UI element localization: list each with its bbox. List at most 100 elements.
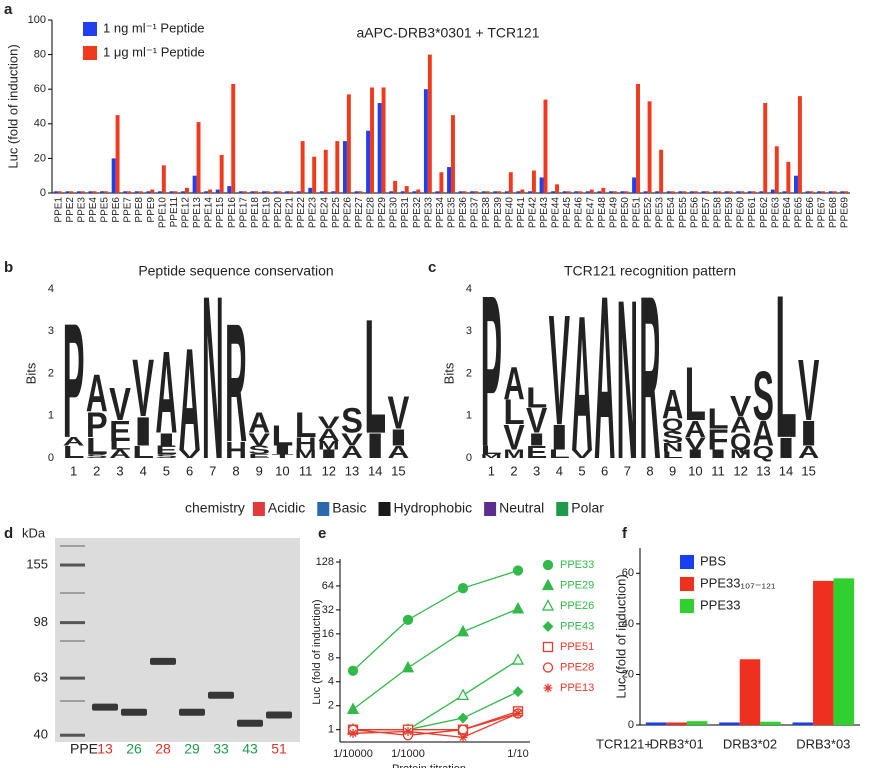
bar [601,187,606,193]
bar [828,191,833,193]
lane-label: 26 [126,741,142,757]
legend-label: PPE33 [560,559,594,571]
x-tick-label: PPE51 [632,197,643,229]
panel-label: d [4,525,13,542]
logo-letter: H [225,437,247,463]
bar [574,191,579,193]
y-tick-label: 100 [28,14,46,26]
bar [531,170,536,193]
bar [520,189,525,193]
y-tick-label: 3 [48,325,54,337]
bar [157,191,162,193]
logo-letter: S [86,453,110,459]
bar [632,177,637,193]
x-tick-label: PPE24 [319,197,330,229]
logo-letter: A [248,406,270,439]
ladder-band [60,676,85,680]
logo-letter: A [63,436,85,449]
legend-marker [541,599,555,611]
bar [551,191,556,193]
bar [204,191,209,193]
legend-label: PPE43 [560,620,594,632]
legend-marker [542,662,554,673]
legend-label: PBS [700,553,726,568]
x-tick-label: PPE59 [724,197,735,229]
bar [358,191,363,193]
bar [127,191,132,193]
legend-label: Hydrophobic [394,500,473,516]
bar [643,191,648,193]
bar [840,191,845,193]
x-tick-label: PPE54 [666,197,677,229]
gel-band [266,711,292,719]
bar [474,191,479,193]
x-tick-label: 4 [140,463,147,478]
bar [809,191,814,193]
chart-title: aAPC-DRB3*0301 + TCR121 [356,25,539,41]
data-point [348,728,358,738]
logo-letter: I [798,415,819,453]
bar [296,191,301,193]
bar [760,721,781,725]
legend-label: PPE13 [560,682,594,694]
logo-letter: N [617,253,638,507]
bar [597,191,602,193]
legend-title: chemistry [185,500,245,516]
logo-letter: V [798,343,820,440]
bar [693,191,698,193]
bar [400,191,405,193]
bar [181,191,185,193]
bar [719,722,740,725]
x-tick-label: DRB3*01 [650,736,704,751]
bar [227,186,232,193]
legend-label: PPE33 [700,597,740,612]
logo-letter: A [753,415,774,453]
logo-letter: A [594,247,615,507]
bar [173,191,178,193]
data-point [456,688,470,700]
bar [308,187,313,193]
lane-label: 13 [97,741,113,757]
bar [774,146,779,193]
bar [797,96,802,193]
x-tick-label: PPE53 [655,197,666,229]
x-tick-label: PPE41 [516,197,527,229]
bar [844,191,849,193]
logo-letter: V [248,431,271,451]
logo-letter: F [707,423,728,456]
bar [435,191,440,193]
x-tick-label: PPE60 [736,197,747,229]
data-point [513,708,523,718]
bar [250,191,255,193]
x-tick-label: 14 [779,463,793,478]
x-tick-label: 3 [533,463,540,478]
x-tick-label: 5 [163,463,170,478]
bar [678,191,683,193]
bar [763,103,768,193]
x-tick-label: PPE7 [123,197,134,223]
logo-letter: M [318,440,340,453]
bar [104,191,108,193]
logo-letter: N [662,442,684,455]
logo-letter: V [318,414,341,434]
logo-letter: S [248,444,270,457]
x-tick-label: PPE49 [608,197,619,229]
bar [659,149,664,193]
bar [219,154,224,193]
bar [76,191,81,193]
legend-label: Neutral [499,500,544,516]
x-tick-label: 6 [601,463,608,478]
x-tick-label: PPE26 [342,197,353,229]
logo-letter: A [86,364,108,422]
x-tick-label: PPE13 [192,197,203,229]
bar [508,172,513,193]
bar [462,191,467,193]
logo-letter: A [685,416,706,442]
y-tick-label: 64 [322,580,334,592]
bar [381,87,386,193]
bar [342,141,347,193]
logo-letter: I [707,448,728,461]
gel-band [237,719,263,727]
bar [134,191,139,193]
x-tick-label: PPE69 [840,197,851,229]
